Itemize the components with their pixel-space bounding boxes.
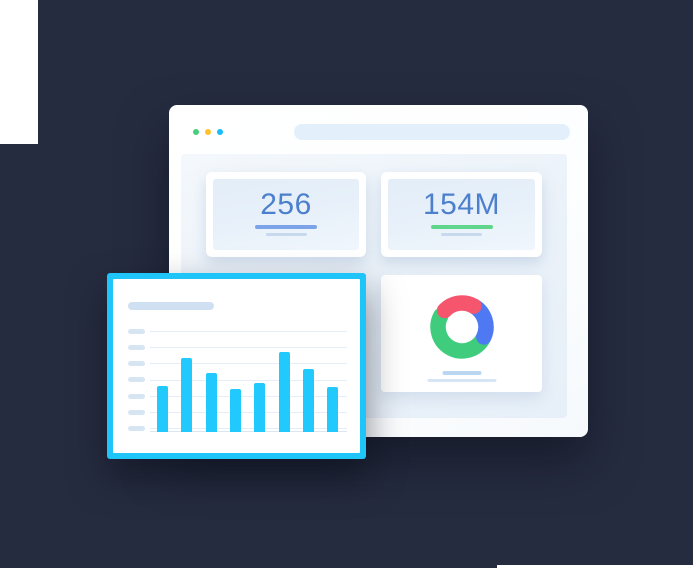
bar-chart-body [113,279,360,453]
stat-subline-1 [265,233,307,236]
bar-1 [157,385,168,432]
window-controls [193,129,223,135]
stat-card-2-body: 154M [388,179,535,250]
window-dot-yellow-icon[interactable] [205,129,211,135]
bar-chart-card [107,273,366,459]
donut-chart [430,295,494,359]
bar-8 [327,386,339,432]
gridline [150,412,347,413]
dashboard-panel: 256 154M [181,154,567,418]
chart-title-placeholder [128,302,214,310]
gridline [150,428,347,430]
stat-underline-1 [255,225,317,229]
donut-caption-line-1 [442,371,481,375]
gridline [150,395,347,397]
gridline [150,363,347,365]
bar-3 [205,372,217,432]
y-tick-placeholder [128,344,145,350]
stat-card-2: 154M [381,172,542,257]
y-tick-placeholder [128,377,145,383]
y-tick-placeholder [128,361,145,367]
y-tick-placeholder [128,425,145,431]
page-corner-top-left [0,0,38,144]
y-tick-placeholder [128,328,145,334]
window-dot-green-icon[interactable] [193,129,199,135]
url-bar[interactable] [294,124,570,140]
gridline [150,347,347,349]
donut-segment-green [430,307,491,359]
stat-card-1: 256 [206,172,366,257]
window-dot-blue-icon[interactable] [217,129,223,135]
bar-7 [302,368,314,432]
stat-value-1: 256 [260,188,312,221]
bar-5 [254,382,266,432]
stat-card-1-body: 256 [213,179,359,250]
y-tick-placeholder [128,409,145,415]
bar-6 [278,351,290,432]
stat-subline-2 [441,233,482,236]
gridline [150,331,347,332]
y-tick-placeholder [128,393,145,399]
donut-chart-card [381,275,542,392]
bar-4 [229,388,241,432]
donut-segment-red [436,295,482,319]
x-axis-baseline [150,431,347,432]
stat-underline-2 [430,225,493,229]
donut-caption-line-2 [427,379,496,382]
stat-value-2: 154M [422,188,501,221]
bar-2 [181,357,193,432]
gridline [150,379,347,381]
page-corner-bottom-right [497,565,693,568]
